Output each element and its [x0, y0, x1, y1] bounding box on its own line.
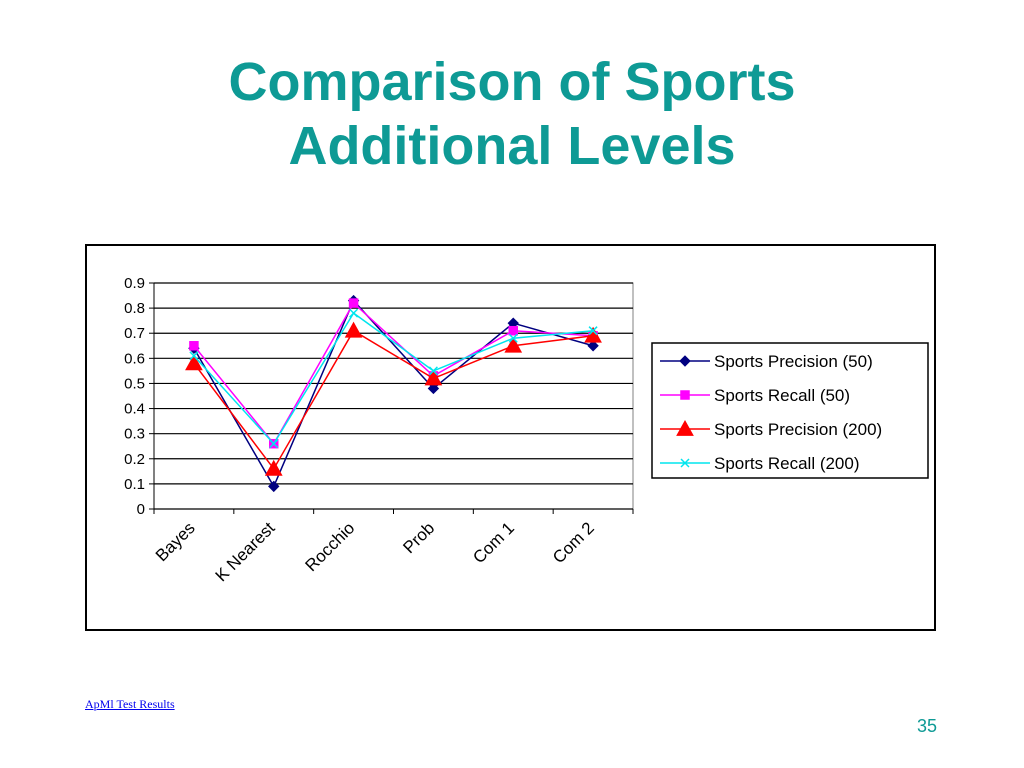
series-1-point [427, 382, 440, 395]
x-tick-label: Prob [399, 518, 438, 557]
series-3-point [424, 369, 443, 386]
x-tick-label: Com 1 [469, 518, 518, 567]
legend-label-3: Sports Precision (200) [714, 420, 882, 439]
series-4-point [269, 439, 279, 449]
y-tick-label: 0.7 [124, 325, 145, 342]
legend-marker-1 [679, 355, 691, 367]
legend-label-1: Sports Precision (50) [714, 352, 873, 371]
y-tick-label: 0.6 [124, 350, 145, 367]
x-tick-label: Bayes [152, 518, 199, 565]
x-tick-label: K Nearest [212, 518, 279, 585]
series-4-point [189, 351, 199, 361]
series-1-point [587, 340, 599, 352]
series-1-point [268, 480, 280, 493]
series-2-point [348, 298, 359, 308]
chart-frame: 0 0.1 0.2 0.3 0.4 0.5 0.6 0.7 0.8 0.9 Bayes K Neare… [85, 244, 936, 631]
slide-title-line-1: Comparison of Sports [228, 52, 796, 112]
y-tick-label: 0.2 [124, 451, 145, 468]
series-4-point [588, 326, 598, 336]
page-number: 35 [916, 716, 937, 736]
slide-title-line-2: Additional Levels [288, 116, 736, 176]
series-3-point [344, 321, 363, 338]
plot-area [153, 282, 634, 510]
legend [651, 342, 929, 479]
series-line-2 [193, 301, 594, 446]
y-tick-label: 0.9 [124, 275, 145, 292]
legend-marker-2 [680, 390, 690, 400]
x-tick-label: Com 2 [549, 518, 598, 567]
legend-marker-4 [680, 458, 690, 468]
series-line-1 [193, 299, 594, 489]
x-tick-label: Rocchio [302, 518, 359, 575]
y-tick-label: 0.5 [124, 375, 145, 392]
series-line-3 [193, 329, 594, 471]
series-4-point [428, 366, 438, 376]
series-line-4 [193, 312, 594, 445]
series-2-point [189, 341, 199, 351]
y-tick-label: 0 [137, 501, 145, 518]
y-tick-label: 0.1 [124, 476, 145, 493]
y-tick-label: 0.4 [124, 401, 145, 418]
series-4-point [508, 333, 518, 343]
footer-link[interactable]: ApMl Test Results [85, 697, 175, 711]
legend-label-2: Sports Recall (50) [714, 386, 850, 405]
legend-marker-3 [676, 419, 694, 436]
y-tick-label: 0.3 [124, 426, 145, 443]
legend-label-4: Sports Recall (200) [714, 454, 860, 473]
series-2-point [508, 325, 518, 336]
series-3-point [584, 326, 602, 343]
slide-title: Comparison of Sports Additional Levels [0, 50, 1024, 178]
series-3-point [264, 459, 283, 476]
series-3-point [504, 336, 523, 353]
line-chart: 0 0.1 0.2 0.3 0.4 0.5 0.6 0.7 0.8 0.9 Bayes K Neare… [124, 275, 929, 585]
series-3-point [185, 354, 203, 371]
series-4-point [349, 308, 359, 318]
y-tick-label: 0.8 [124, 300, 145, 317]
